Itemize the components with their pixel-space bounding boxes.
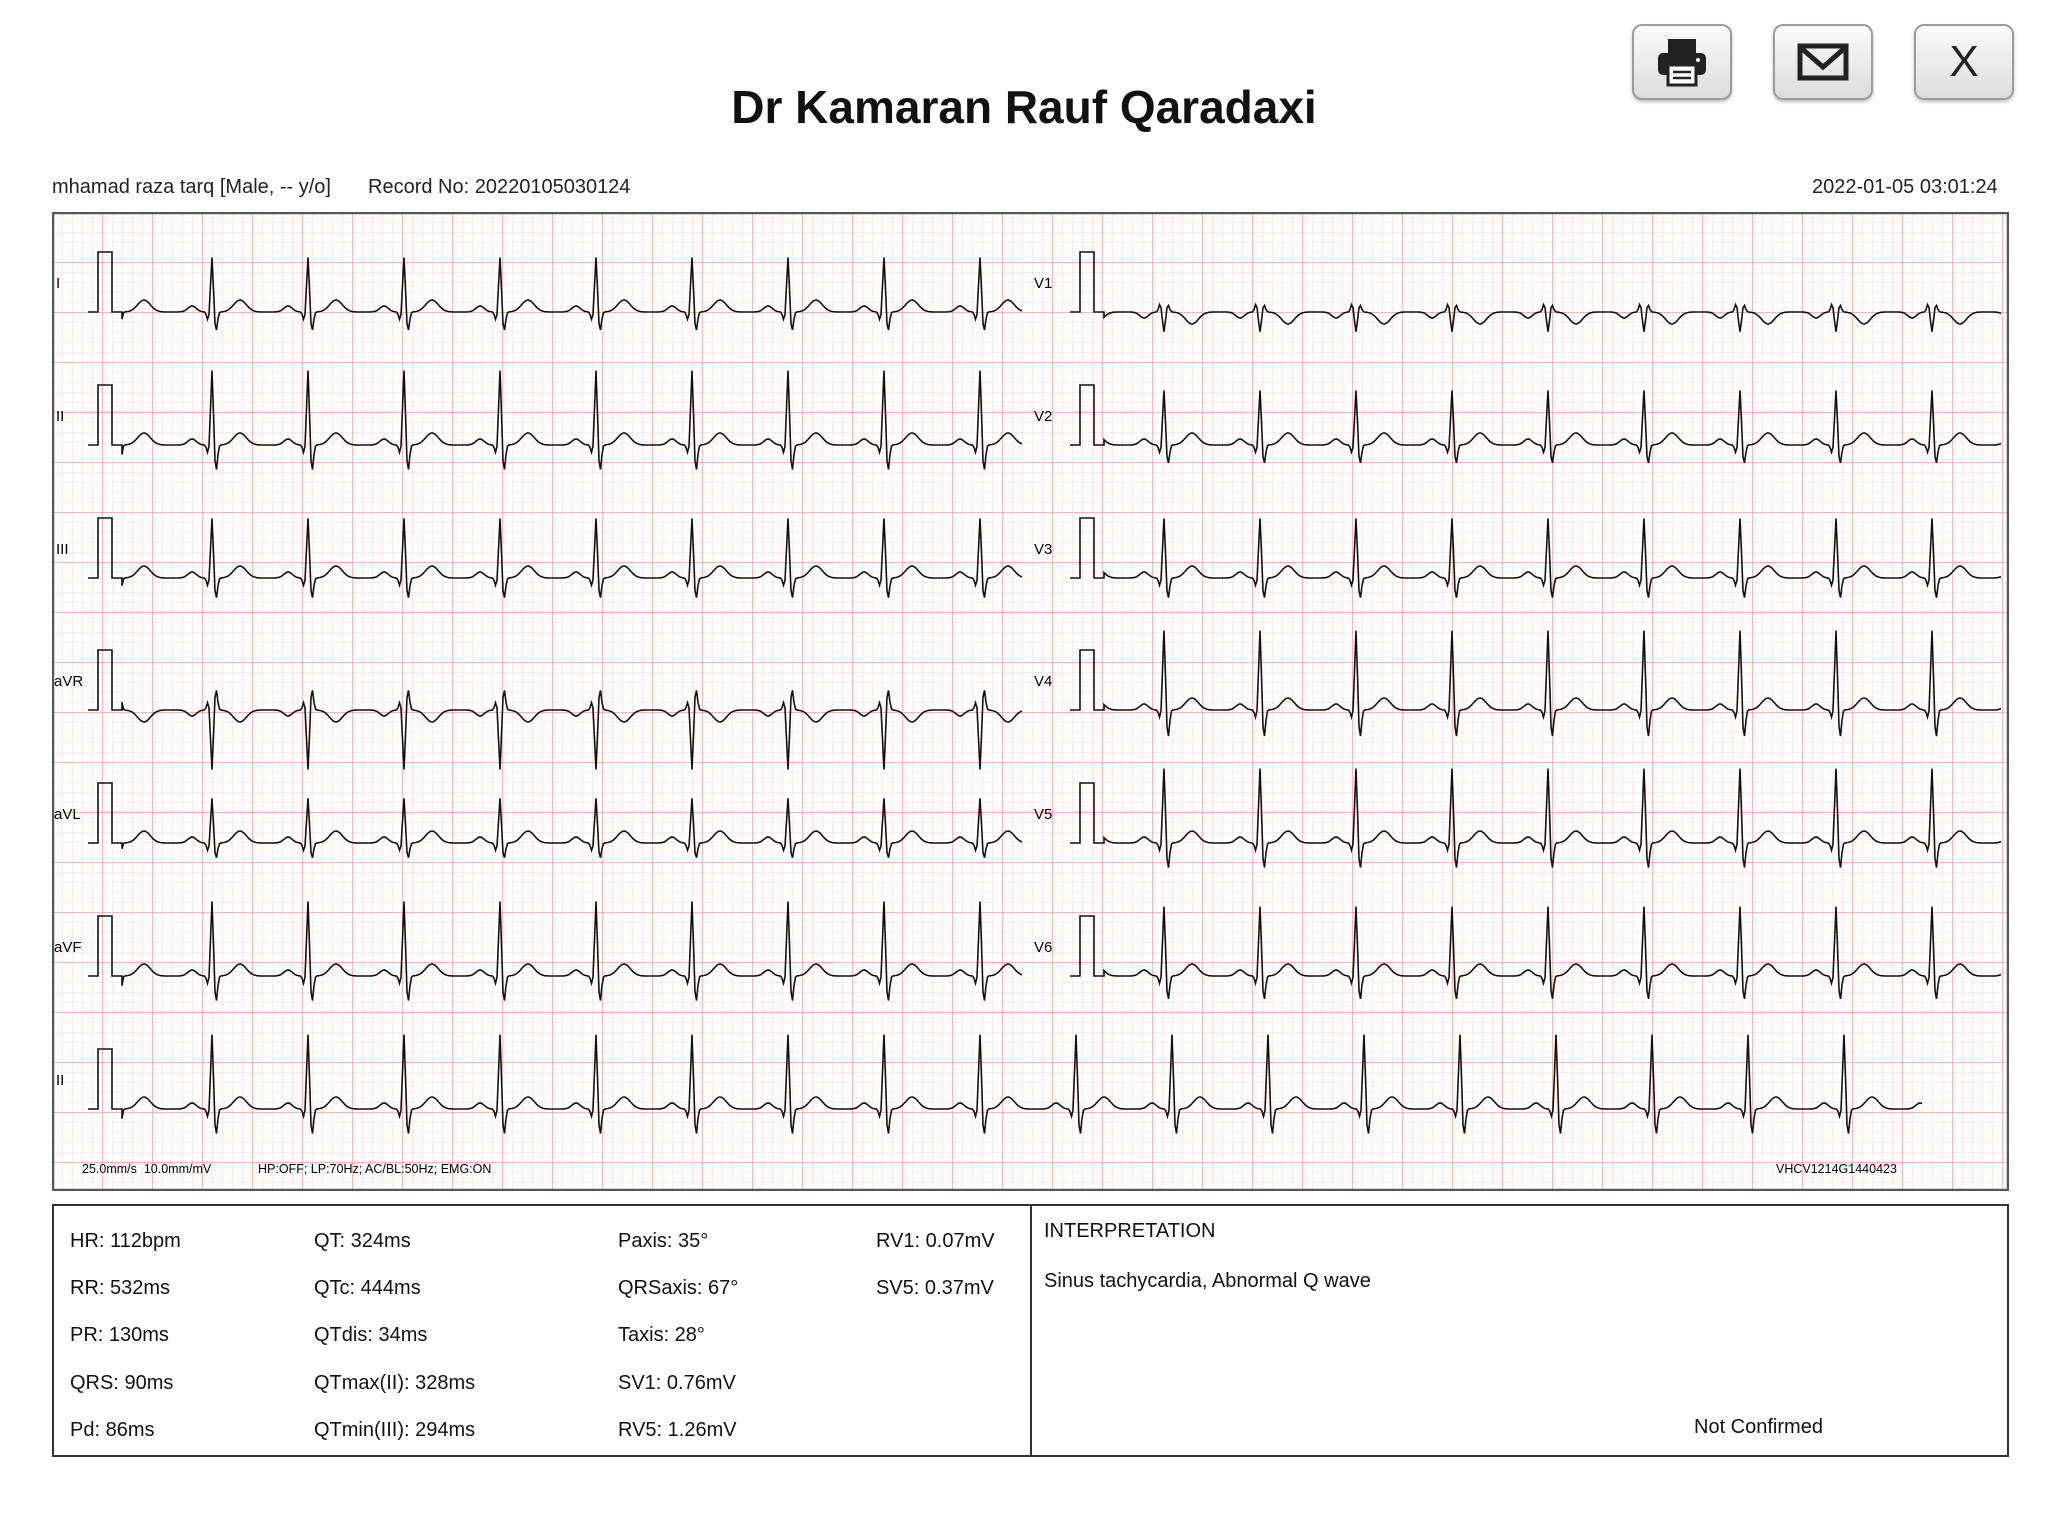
trace-iii: [88, 517, 1023, 598]
measure-qrsaxis: QRSaxis: 67°: [618, 1277, 739, 1299]
measure-rr: RR: 532ms: [70, 1277, 171, 1299]
trace-v2: [1070, 384, 2002, 464]
trace-rhythm-ii: [88, 1034, 1923, 1134]
measure-qtmax: QTmax(II): 328ms: [314, 1372, 476, 1394]
measure-qt: QT: 324ms: [314, 1230, 411, 1252]
trace-avf: [88, 901, 1023, 1001]
envelope-icon: [1797, 43, 1849, 81]
trace-v3: [1070, 517, 2002, 598]
lead-label-v2: V2: [1034, 408, 1052, 425]
close-label: X: [1949, 37, 1979, 86]
close-button[interactable]: X: [1914, 24, 2014, 100]
measure-hr: HR: 112bpm: [70, 1230, 181, 1252]
lead-label-v4: V4: [1034, 673, 1052, 690]
lead-label-rhythm: II: [56, 1072, 64, 1089]
record-datetime: 2022-01-05 03:01:24: [1812, 176, 1998, 198]
lead-label-v1: V1: [1034, 275, 1052, 292]
lead-label-ii: II: [56, 408, 64, 425]
lead-label-v6: V6: [1034, 939, 1052, 956]
measure-pr: PR: 130ms: [70, 1324, 169, 1346]
lead-label-v3: V3: [1034, 541, 1052, 558]
lead-label-avl: aVL: [54, 806, 81, 823]
trace-ii: [88, 370, 1023, 470]
ecg-border: [52, 212, 2009, 1191]
measure-sv5: SV5: 0.37mV: [876, 1277, 994, 1299]
ecg-traces: [88, 251, 2002, 1134]
trace-avr: [88, 649, 1023, 770]
panel-divider: [1030, 1206, 1032, 1455]
lead-label-iii: III: [56, 541, 69, 558]
trace-v6: [1070, 906, 2002, 1000]
printer-icon: [1658, 39, 1706, 87]
trace-avl: [88, 782, 1023, 858]
trace-v5: [1070, 768, 2002, 868]
ecg-grid: [52, 212, 2009, 1191]
ecg-speed-gain: 25.0mm/s 10.0mm/mV: [82, 1162, 212, 1176]
lead-label-avr: aVR: [54, 673, 83, 690]
page-title: Dr Kamaran Rauf Qaradaxi: [731, 81, 1317, 133]
ecg-chart: I II III aVR aVL aVF II V1 V2 V3 V4 V5 V…: [52, 212, 2009, 1191]
print-button[interactable]: [1632, 24, 1732, 100]
measure-pd: Pd: 86ms: [70, 1419, 155, 1441]
lead-label-v5: V5: [1034, 806, 1052, 823]
measure-taxis: Taxis: 28°: [618, 1324, 705, 1346]
confirmation-status: Not Confirmed: [1694, 1416, 1823, 1438]
measure-rv1: RV1: 0.07mV: [876, 1230, 995, 1252]
device-id: VHCV1214G1440423: [1776, 1162, 1897, 1176]
ecg-filter-settings: HP:OFF; LP:70Hz; AC/BL:50Hz; EMG:ON: [258, 1162, 491, 1176]
measure-qtmin: QTmin(III): 294ms: [314, 1419, 476, 1441]
measure-paxis: Paxis: 35°: [618, 1230, 709, 1252]
trace-v4: [1070, 630, 2002, 737]
measure-rv5: RV5: 1.26mV: [618, 1419, 737, 1441]
interpretation-heading: INTERPRETATION: [1044, 1220, 1216, 1242]
trace-v1: [1070, 251, 2002, 332]
trace-i: [88, 251, 1023, 331]
record-number: Record No: 20220105030124: [368, 176, 631, 198]
measure-sv1: SV1: 0.76mV: [618, 1372, 736, 1394]
lead-label-avf: aVF: [54, 939, 82, 956]
measure-qrs: QRS: 90ms: [70, 1372, 174, 1394]
lead-label-i: I: [56, 275, 60, 292]
measure-qtdis: QTdis: 34ms: [314, 1324, 428, 1346]
email-button[interactable]: [1773, 24, 1873, 100]
measurements-panel: HR: 112bpm QT: 324ms Paxis: 35° RV1: 0.0…: [52, 1204, 2009, 1457]
measure-qtc: QTc: 444ms: [314, 1277, 421, 1299]
interpretation-text: Sinus tachycardia, Abnormal Q wave: [1044, 1270, 1371, 1292]
patient-info: mhamad raza tarq [Male, -- y/o]: [52, 176, 331, 198]
